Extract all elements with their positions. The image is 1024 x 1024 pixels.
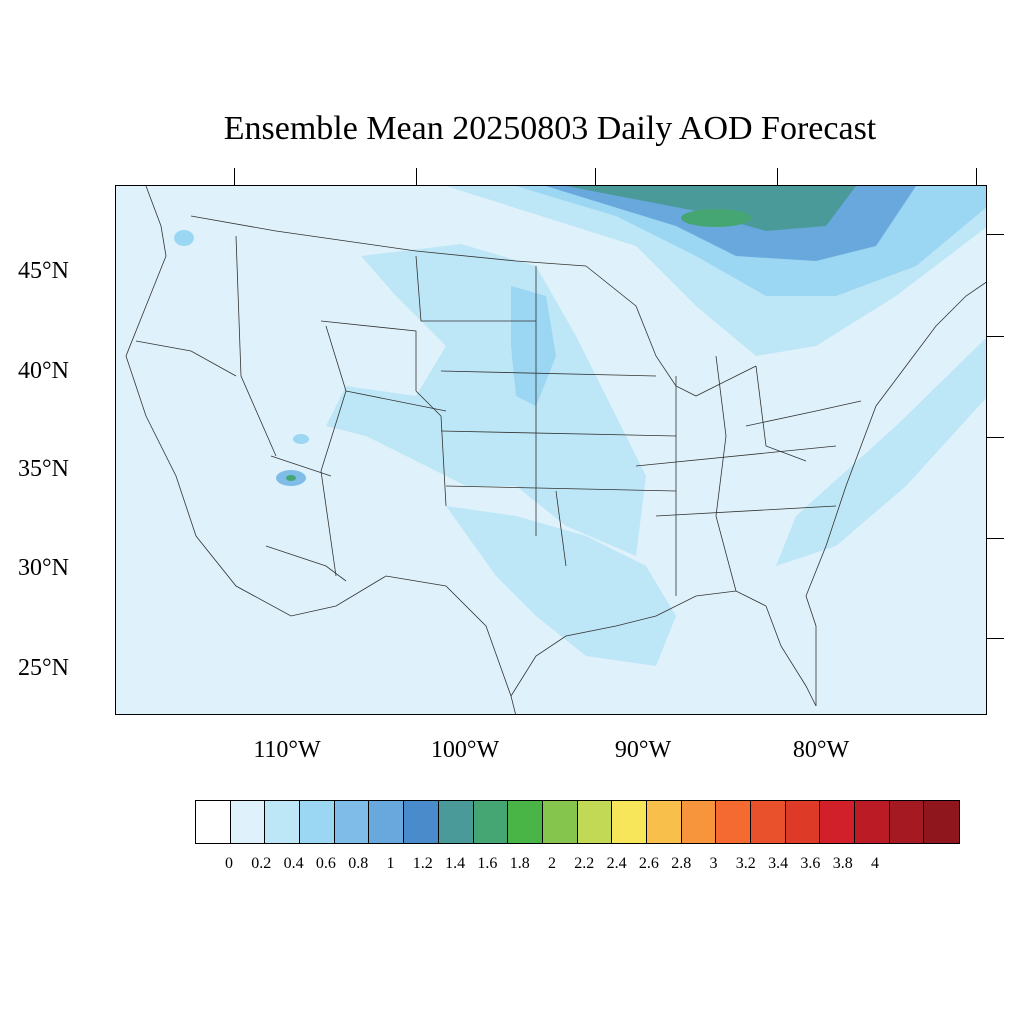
colorbar-swatch (369, 801, 405, 843)
colorbar-swatch (855, 801, 890, 843)
lat-label-25n: 25°N (18, 655, 69, 681)
tick-top (777, 168, 778, 185)
tick-right (987, 437, 1004, 438)
plume-washington-spot (174, 230, 194, 246)
colorbar-swatch (785, 801, 821, 843)
colorbar-swatch (924, 801, 960, 843)
map-boundaries (125, 186, 986, 714)
colorbar-swatch (681, 801, 717, 843)
colorbar-label: 1 (386, 855, 395, 872)
map-title: Ensemble Mean 20250803 Daily AOD Forecas… (223, 110, 877, 147)
colorbar-swatch (473, 801, 509, 843)
colorbar-swatch (265, 801, 301, 843)
colorbar-label: 3.8 (832, 855, 853, 872)
colorbar-label: 0.4 (283, 855, 304, 872)
tick-right (987, 538, 1004, 539)
colorbar-label: 3.6 (800, 855, 821, 872)
lat-label-45n: 45°N (18, 258, 69, 284)
colorbar-label: 1.2 (412, 855, 433, 872)
lon-label-110w: 110°W (253, 737, 321, 763)
colorbar-swatch (334, 801, 370, 843)
plume-gulf (446, 506, 676, 666)
tick-top (234, 168, 235, 185)
plume-central-plains (326, 244, 646, 556)
colorbar-label: 3 (709, 855, 718, 872)
colorbar-swatch (646, 801, 682, 843)
lat-label-40n: 40°N (18, 358, 69, 384)
lat-label-35n: 35°N (18, 456, 69, 482)
colorbar-label: 2.8 (671, 855, 692, 872)
colorbar-swatch (230, 801, 266, 843)
colorbar-label: 0.8 (348, 855, 369, 872)
plume-midwest-darker (511, 286, 556, 406)
colorbar-swatch (820, 801, 856, 843)
colorbar-label: 1.6 (477, 855, 498, 872)
lon-label-100w: 100°W (430, 737, 500, 763)
colorbar-label: 0 (225, 855, 233, 872)
colorbar (195, 800, 961, 844)
colorbar-label: 1.4 (445, 855, 466, 872)
plume-southwest-core (286, 475, 296, 481)
colorbar-label: 0.6 (315, 855, 336, 872)
colorbar-swatch (196, 801, 231, 843)
map-canvas (116, 186, 986, 714)
colorbar-label: 3.2 (735, 855, 756, 872)
plume-north-max (681, 209, 751, 227)
plume-utah-spot (293, 434, 309, 444)
colorbar-label: 2.4 (606, 855, 627, 872)
tick-right (987, 234, 1004, 235)
tick-top (976, 168, 977, 185)
colorbar-swatch (612, 801, 647, 843)
aod-map (115, 185, 987, 715)
colorbar-label: 2.2 (574, 855, 595, 872)
colorbar-label: 3.4 (768, 855, 789, 872)
lon-label-90w: 90°W (614, 737, 672, 763)
colorbar-swatch (404, 801, 439, 843)
colorbar-swatch (542, 801, 578, 843)
colorbar-swatch (508, 801, 543, 843)
colorbar-swatch (577, 801, 613, 843)
tick-top (595, 168, 596, 185)
colorbar-labels: 0 0.2 0.4 0.6 0.8 1 1.2 1.4 1.6 1.8 2 2.2 2.4 2.6 2.8 3… (0, 855, 1024, 879)
colorbar-swatch (438, 801, 474, 843)
colorbar-swatch (716, 801, 751, 843)
colorbar-swatch (751, 801, 786, 843)
colorbar-label: 2 (548, 855, 556, 872)
tick-top (416, 168, 417, 185)
colorbar-label: 1.8 (509, 855, 530, 872)
tick-right (987, 336, 1004, 337)
colorbar-swatch (300, 801, 335, 843)
plume-north-peak (566, 186, 856, 231)
colorbar-label: 2.6 (638, 855, 659, 872)
colorbar-swatch (889, 801, 925, 843)
lat-label-30n: 30°N (18, 555, 69, 581)
plume-east-atlantic (776, 337, 986, 566)
colorbar-label: 4 (871, 855, 879, 872)
lon-label-80w: 80°W (792, 737, 850, 763)
tick-right (987, 638, 1004, 639)
colorbar-label: 0.2 (251, 855, 272, 872)
